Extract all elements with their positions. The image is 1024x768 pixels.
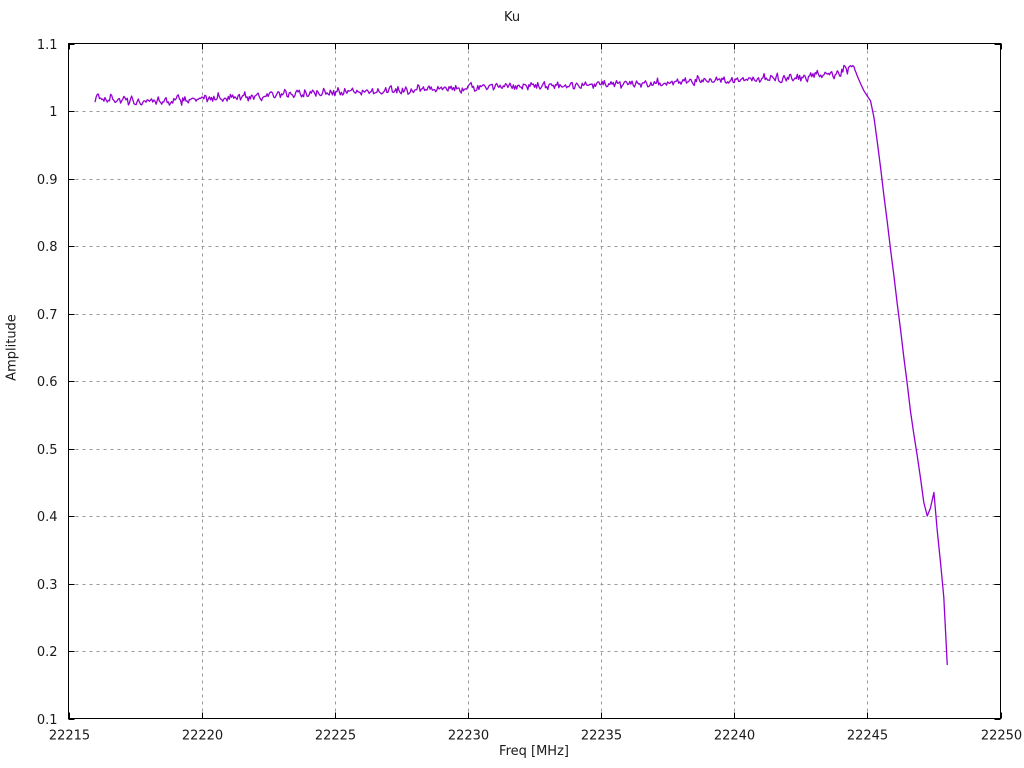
x-tick-label: 22230	[448, 729, 489, 744]
x-tick-label: 22245	[847, 729, 888, 744]
y-tick-label: 1	[49, 105, 57, 120]
y-tick-label: 0.7	[37, 308, 58, 323]
gridlines-group	[68, 43, 1001, 719]
ticks-group	[68, 43, 1002, 720]
y-tick-label: 0.6	[37, 375, 58, 390]
x-axis-label: Freq [MHz]	[499, 744, 569, 759]
chart-title: Ku	[503, 10, 521, 25]
x-tick-label: 22235	[581, 729, 622, 744]
y-tick-label: 0.8	[37, 240, 58, 255]
x-tick-label: 22215	[49, 729, 90, 744]
y-tick-label: 0.5	[37, 443, 58, 458]
x-tick-labels-group: 22215 22220 22225 22230 22235 22240 22245 22250	[49, 729, 1022, 744]
y-tick-label: 0.1	[37, 713, 58, 728]
x-tick-label: 22250	[981, 729, 1022, 744]
data-line-ku	[94, 64, 948, 666]
y-tick-label: 0.3	[37, 578, 58, 593]
y-tick-label: 0.4	[37, 510, 58, 525]
x-tick-label: 22240	[714, 729, 755, 744]
y-tick-label: 0.9	[37, 173, 58, 188]
x-tick-label: 22220	[182, 729, 223, 744]
x-tick-label: 22225	[315, 729, 356, 744]
y-tick-label: 1.1	[37, 38, 58, 53]
y-tick-labels-group: 0.1 0.2 0.3 0.4 0.5 0.6 0.7 0.8 0.9 1 1.1	[37, 38, 58, 728]
plot-border	[68, 43, 1001, 719]
y-tick-label: 0.2	[37, 645, 58, 660]
data-series-group	[94, 64, 948, 666]
